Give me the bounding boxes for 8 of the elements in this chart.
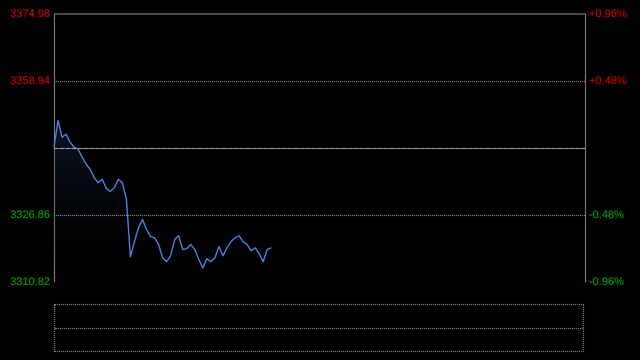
y2-tick-label: -0.48%	[589, 209, 624, 221]
y2-tick-label: +0.48%	[589, 75, 627, 87]
y-tick-label: 3358.94	[10, 75, 50, 87]
y-tick-label: 3326.86	[10, 209, 50, 221]
y2-tick-label: -0.96%	[589, 276, 624, 288]
y-tick-label: 3310.82	[10, 276, 50, 288]
y-tick-label: 3374.98	[10, 8, 50, 20]
y2-tick-label: +0.96%	[589, 8, 627, 20]
